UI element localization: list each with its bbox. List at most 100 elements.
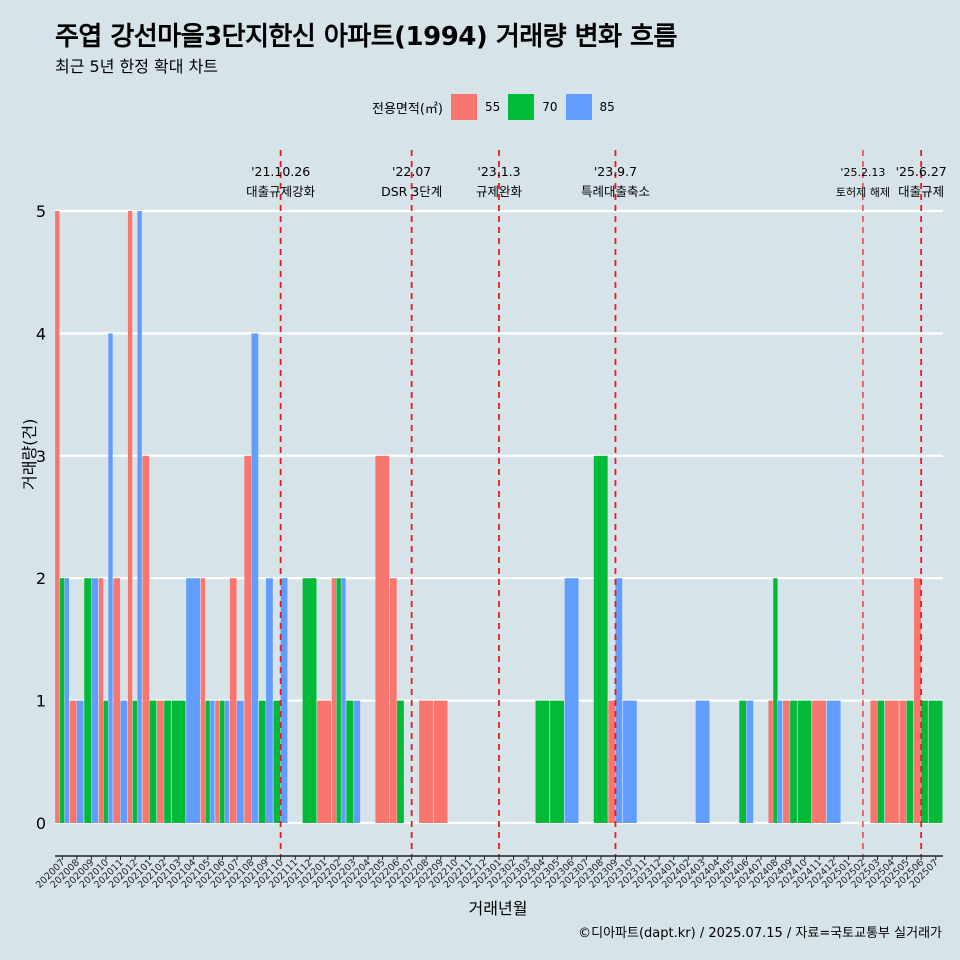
legend: 전용면적(㎡) 55 70 85 <box>372 93 623 121</box>
event-label-202309: 특례대출축소 <box>581 184 650 199</box>
bar-55-202411 <box>812 700 826 823</box>
legend-title: 전용면적(㎡) <box>372 101 443 117</box>
bar-70-202308 <box>593 455 608 823</box>
bar-70-202505 <box>906 700 914 823</box>
bar-70-202110 <box>273 700 281 823</box>
y-tick-label: 1 <box>36 692 46 711</box>
bar-70-202410 <box>797 700 812 823</box>
event-date-202502: '25.2.13 <box>840 166 885 179</box>
bar-55-202101 <box>142 455 150 823</box>
bar-55-202105 <box>200 578 206 823</box>
legend-item-70: 70 <box>508 94 558 120</box>
bar-55-202206 <box>389 578 397 823</box>
bar-55-202201 <box>317 700 332 823</box>
bar-55-202102 <box>157 700 164 823</box>
y-axis-title: 거래량(건) <box>20 418 39 490</box>
bar-70-202409 <box>790 700 797 823</box>
event-date-202110: '21.10.26 <box>251 164 310 179</box>
bar-85-202012 <box>137 211 142 823</box>
y-tick-label: 2 <box>36 569 46 588</box>
chart-subtitle: 최근 5년 한정 확대 차트 <box>55 57 219 76</box>
bar-55-202106 <box>215 700 220 823</box>
bar-85-202011 <box>120 700 128 823</box>
event-label-202207: DSR 3단계 <box>381 184 442 199</box>
bar-85-202310 <box>622 700 637 823</box>
y-tick-label: 5 <box>36 202 46 221</box>
bar-70-202105 <box>205 700 210 823</box>
bar-70-202103 <box>171 700 186 823</box>
legend-key-55 <box>450 94 477 120</box>
bar-55-202008 <box>69 700 77 823</box>
legend-item-85: 85 <box>565 94 615 120</box>
event-label-202502: 토허제 해제 <box>836 185 890 199</box>
bar-85-202007 <box>64 578 70 823</box>
bar-70-202007 <box>59 578 65 823</box>
bar-85-202403 <box>695 700 710 823</box>
bar-85-202412 <box>826 700 841 823</box>
bar-70-202102 <box>164 700 171 823</box>
bar-70-202101 <box>149 700 157 823</box>
bar-70-202202 <box>336 578 341 823</box>
bar-55-202408 <box>768 700 773 823</box>
bar-55-202506 <box>914 578 921 823</box>
bar-55-202012 <box>127 211 133 823</box>
bar-55-202504 <box>884 700 899 823</box>
bar-70-202408 <box>773 578 778 823</box>
bar-70-202406 <box>739 700 747 823</box>
bar-70-202507 <box>928 700 943 823</box>
bar-85-202110 <box>280 578 288 823</box>
bar-85-202406 <box>746 700 754 823</box>
bar-85-202104 <box>186 578 201 823</box>
event-date-202207: '22.07 <box>392 164 431 179</box>
bar-55-202209 <box>433 700 448 823</box>
event-markers: '21.10.26 대출규제강화 '22.07 DSR 3단계 '23.1.3 규제완화 '… <box>246 150 947 856</box>
bar-70-202203 <box>346 700 354 823</box>
bar-70-202009 <box>84 578 91 823</box>
bar-85-202105 <box>210 700 215 823</box>
bars <box>55 211 943 823</box>
bar-70-202012 <box>132 700 138 823</box>
bar-85-202202 <box>341 578 346 823</box>
event-date-202309: '23.9.7 <box>594 164 637 179</box>
legend-key-70 <box>508 94 535 120</box>
bar-85-202309 <box>615 578 623 823</box>
legend-label-85: 85 <box>599 100 615 114</box>
bar-55-202409 <box>783 700 790 823</box>
bar-55-202202 <box>331 578 337 823</box>
event-label-202110: 대출규제강화 <box>246 184 316 199</box>
bar-85-202408 <box>777 700 783 823</box>
y-tick-label: 3 <box>36 447 46 466</box>
bar-70-202010 <box>103 700 108 823</box>
bar-70-202305 <box>550 700 564 823</box>
bar-70-202109 <box>258 700 266 823</box>
bar-85-202107 <box>236 700 244 823</box>
bar-70-202304 <box>535 700 550 823</box>
bar-55-202505 <box>899 700 907 823</box>
bar-55-202011 <box>113 578 121 823</box>
bar-70-202503 <box>877 700 885 823</box>
bar-85-202009 <box>91 578 99 823</box>
bar-85-202108 <box>251 333 259 823</box>
bar-55-202107 <box>229 578 237 823</box>
bar-70-202106 <box>220 700 225 823</box>
y-tick-label: 0 <box>36 814 46 833</box>
event-date-202301: '23.1.3 <box>477 164 520 179</box>
bar-55-202010 <box>98 578 104 823</box>
event-label-202301: 규제완화 <box>476 184 523 199</box>
x-axis: 2020072020082020092020102020112020122021… <box>34 855 943 891</box>
bar-55-202108 <box>244 455 252 823</box>
bar-55-202205 <box>375 455 390 823</box>
bar-85-202010 <box>108 333 113 823</box>
y-axis: 0 1 2 3 4 5 <box>36 202 46 833</box>
bar-55-202309 <box>608 700 616 823</box>
bar-85-202306 <box>564 578 579 823</box>
bar-55-202007 <box>55 211 60 823</box>
y-tick-label: 4 <box>36 324 46 343</box>
bar-55-202208 <box>419 700 433 823</box>
bar-85-202008 <box>76 700 84 823</box>
legend-item-55: 55 <box>450 94 500 120</box>
caption: ©디아파트(dapt.kr) / 2025.07.15 / 자료=국토교통부 실… <box>578 926 942 941</box>
bar-85-202109 <box>266 578 273 823</box>
bar-70-202206 <box>397 700 404 823</box>
legend-key-85 <box>565 94 592 120</box>
